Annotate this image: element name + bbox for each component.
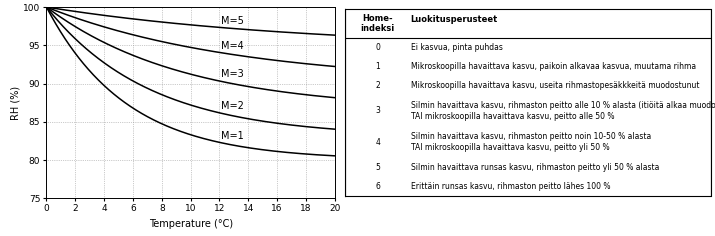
Text: Mikroskoopilla havaittava kasvu, paikoin alkavaa kasvua, muutama rihma: Mikroskoopilla havaittava kasvu, paikoin… xyxy=(410,62,696,71)
Text: 6: 6 xyxy=(375,182,380,191)
Text: M=5: M=5 xyxy=(221,16,244,26)
Text: Home-
indeksi: Home- indeksi xyxy=(360,14,395,33)
Text: Silmin havaittava runsas kasvu, rihmaston peitto yli 50 % alasta: Silmin havaittava runsas kasvu, rihmasto… xyxy=(410,163,659,172)
Text: 4: 4 xyxy=(375,138,380,147)
Y-axis label: RH (%): RH (%) xyxy=(10,86,20,120)
Text: 1: 1 xyxy=(375,62,380,71)
Text: Ei kasvua, pinta puhdas: Ei kasvua, pinta puhdas xyxy=(410,42,503,52)
Text: 5: 5 xyxy=(375,163,380,172)
Text: Silmin havaittava kasvu, rihmaston peitto alle 10 % alasta (itiöitä alkaa muodos: Silmin havaittava kasvu, rihmaston peitt… xyxy=(410,101,715,121)
Text: M=2: M=2 xyxy=(221,101,244,111)
X-axis label: Temperature (°C): Temperature (°C) xyxy=(149,219,232,229)
Text: Silmin havaittava kasvu, rihmaston peitto noin 10-50 % alasta
TAI mikroskoopilla: Silmin havaittava kasvu, rihmaston peitt… xyxy=(410,132,651,152)
Text: Mikroskoopilla havaittava kasvu, useita rihmastopesäkkkeitä muodostunut: Mikroskoopilla havaittava kasvu, useita … xyxy=(410,81,699,90)
Text: Erittäin runsas kasvu, rihmaston peitto lähes 100 %: Erittäin runsas kasvu, rihmaston peitto … xyxy=(410,182,610,191)
Text: 0: 0 xyxy=(375,42,380,52)
Text: 3: 3 xyxy=(375,106,380,115)
Text: 2: 2 xyxy=(375,81,380,90)
Text: M=1: M=1 xyxy=(221,131,244,141)
Text: M=4: M=4 xyxy=(221,41,244,51)
Text: M=3: M=3 xyxy=(221,69,244,80)
Text: Luokitusperusteet: Luokitusperusteet xyxy=(410,15,498,24)
